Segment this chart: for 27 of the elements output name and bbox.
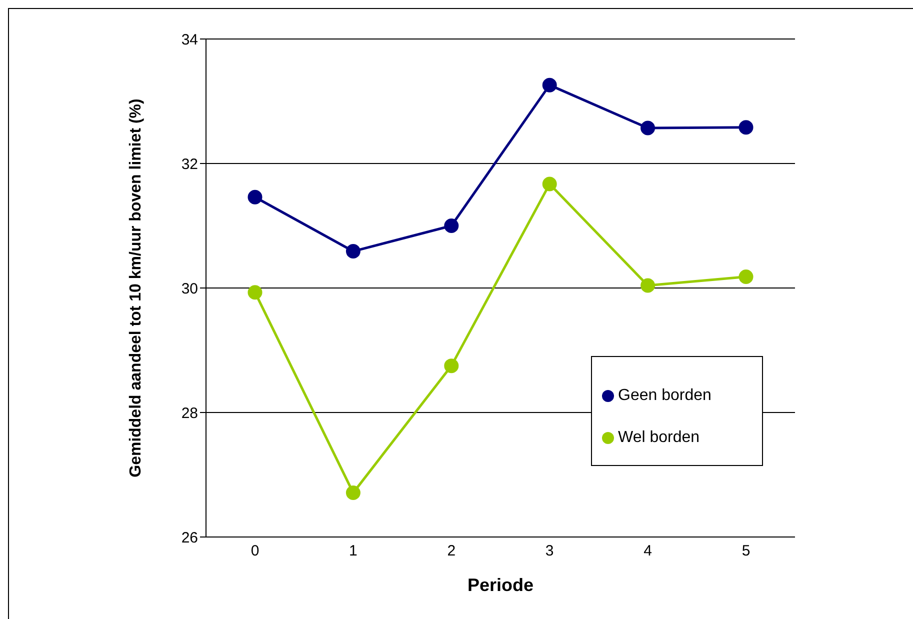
point [444, 358, 459, 374]
point [346, 486, 360, 500]
y-tick-label: 26 [181, 529, 198, 546]
y-tick-label: 30 [181, 280, 198, 298]
point [542, 176, 557, 192]
point [346, 244, 360, 259]
y-tick-label: 28 [181, 404, 198, 422]
y-tick-label: 32 [181, 156, 198, 173]
point [248, 190, 262, 204]
y-axis-title: Gemiddeld aandeel tot 10 km/uur boven limiet (%) [128, 98, 145, 478]
x-tick-label: 5 [742, 542, 750, 560]
legend-label: Wel borden [618, 429, 700, 446]
x-tick-label: 4 [644, 542, 652, 560]
point [738, 270, 754, 284]
legend-label: Geen borden [618, 387, 712, 404]
x-tick-label: 2 [447, 542, 456, 560]
x-tick-label: 3 [545, 542, 554, 560]
point [640, 278, 656, 293]
point [248, 285, 262, 300]
x-tick-label: 0 [250, 542, 260, 560]
y-tick-label: 34 [181, 31, 198, 48]
x-axis-title: Periode [467, 575, 534, 595]
point [640, 120, 656, 136]
point [738, 120, 754, 135]
point [444, 218, 459, 233]
x-tick-label: 1 [349, 542, 358, 560]
point [542, 78, 557, 92]
